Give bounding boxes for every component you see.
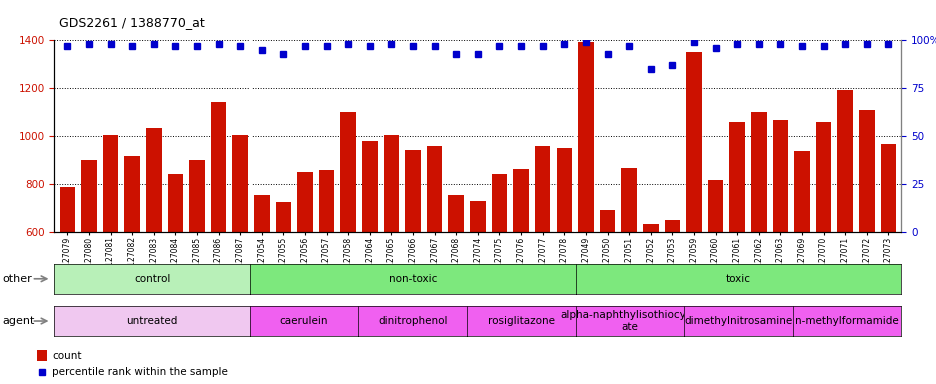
Bar — [750, 112, 766, 376]
Bar — [837, 89, 852, 376]
Text: count: count — [52, 351, 81, 361]
Text: control: control — [134, 274, 170, 284]
Bar — [685, 52, 701, 376]
Bar — [275, 202, 291, 376]
Text: alpha-naphthylisothiocyan
ate: alpha-naphthylisothiocyan ate — [560, 310, 698, 332]
Bar — [103, 135, 118, 376]
Bar — [232, 135, 248, 376]
Bar — [254, 195, 270, 376]
Bar — [37, 350, 47, 361]
Text: dinitrophenol: dinitrophenol — [377, 316, 447, 326]
Bar — [728, 122, 744, 376]
Bar — [794, 151, 809, 376]
Bar — [470, 201, 485, 376]
Text: rosiglitazone: rosiglitazone — [488, 316, 554, 326]
Bar — [146, 128, 161, 376]
Bar — [534, 146, 549, 376]
Text: agent: agent — [3, 316, 35, 326]
Bar — [621, 167, 636, 376]
Bar — [383, 135, 399, 376]
Bar — [513, 169, 528, 376]
Text: percentile rank within the sample: percentile rank within the sample — [52, 366, 228, 377]
Bar — [858, 110, 873, 376]
Text: toxic: toxic — [725, 274, 750, 284]
Bar — [772, 119, 787, 376]
Bar — [189, 161, 205, 376]
Bar — [211, 101, 227, 376]
Bar — [707, 180, 723, 376]
Text: other: other — [3, 274, 33, 284]
Bar — [361, 141, 377, 376]
Bar — [880, 144, 895, 376]
Text: untreated: untreated — [126, 316, 178, 326]
Bar — [448, 195, 463, 376]
Bar — [642, 224, 658, 376]
Text: dimethylnitrosamine: dimethylnitrosamine — [683, 316, 792, 326]
Bar — [297, 172, 313, 376]
Bar — [124, 156, 139, 376]
Bar — [81, 161, 96, 376]
Text: GDS2261 / 1388770_at: GDS2261 / 1388770_at — [59, 16, 205, 29]
Bar — [556, 148, 572, 376]
Bar — [168, 174, 183, 376]
Bar — [427, 146, 442, 376]
Text: caerulein: caerulein — [280, 316, 328, 326]
Bar — [578, 41, 593, 376]
Bar — [599, 210, 615, 376]
Bar — [491, 174, 506, 376]
Bar — [340, 112, 356, 376]
Bar — [815, 122, 830, 376]
Text: non-toxic: non-toxic — [388, 274, 436, 284]
Bar — [405, 149, 420, 376]
Bar — [318, 170, 334, 376]
Text: n-methylformamide: n-methylformamide — [795, 316, 898, 326]
Bar — [60, 187, 75, 376]
Bar — [664, 220, 680, 376]
